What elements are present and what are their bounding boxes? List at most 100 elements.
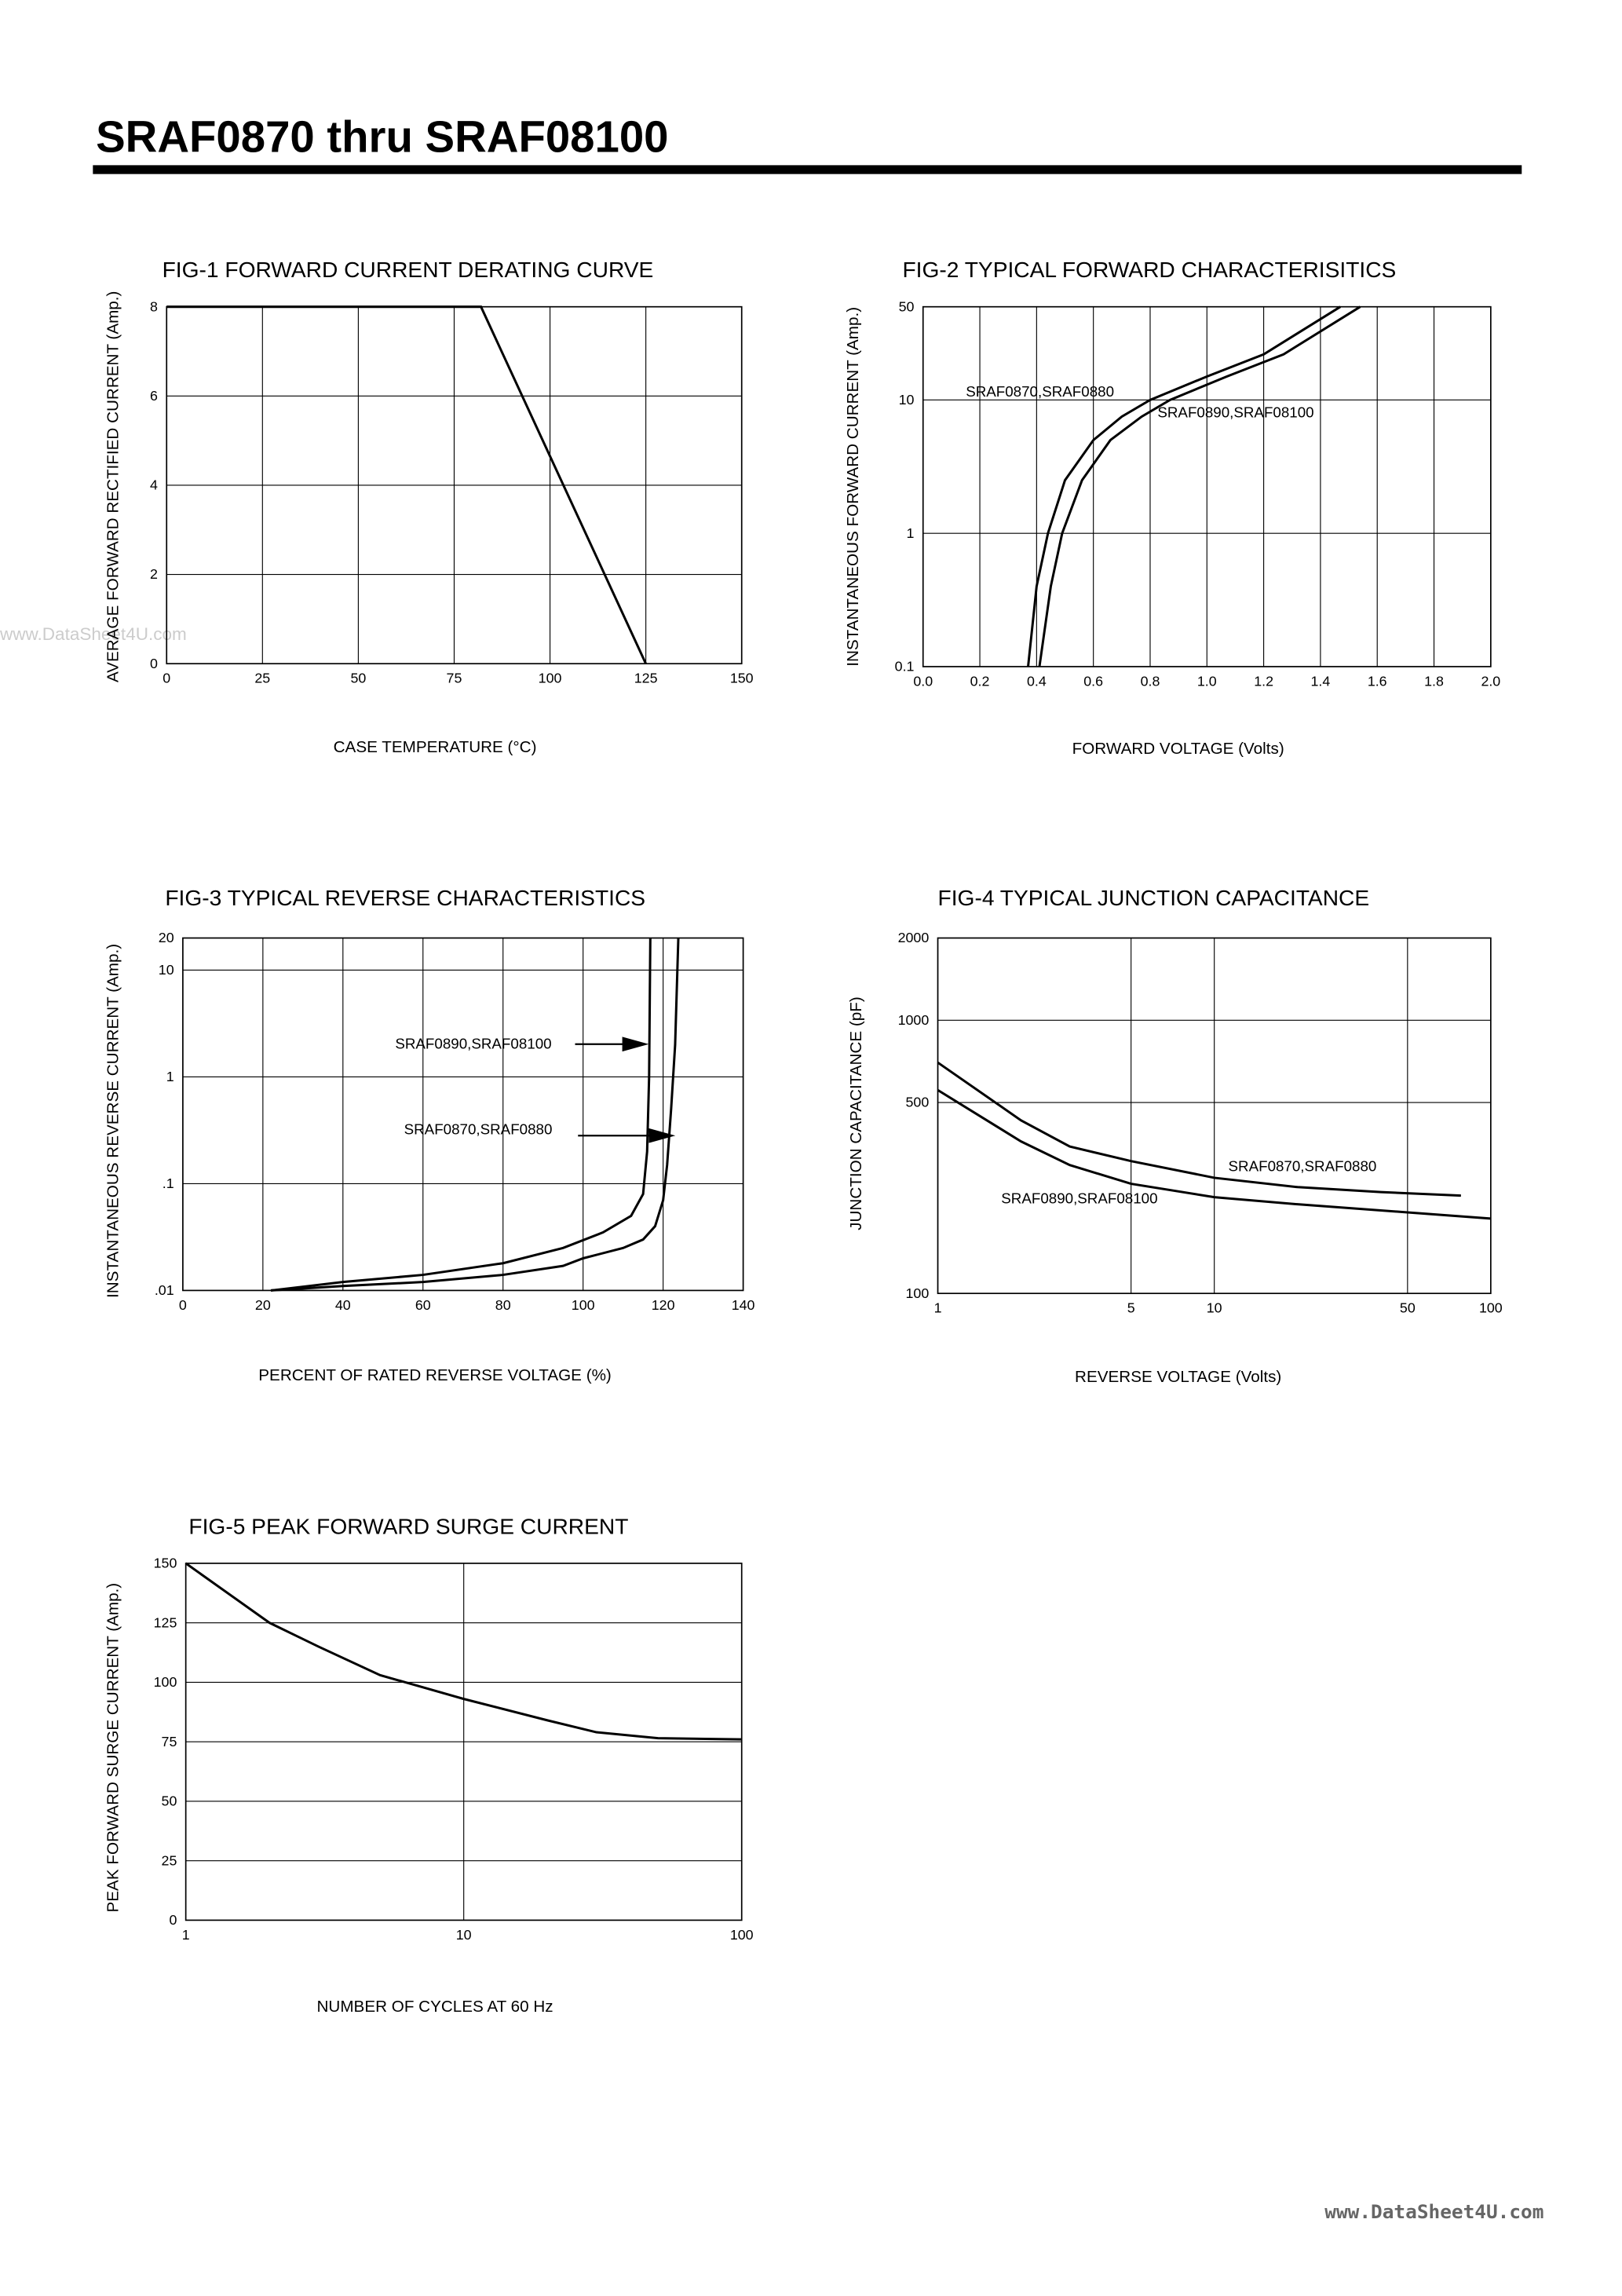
y-axis-label: INSTANTANEOUS FORWARD CURRENT (Amp.) [844, 307, 862, 667]
x-tick-label: 40 [335, 1297, 351, 1313]
series-line [184, 1562, 742, 1741]
chart-title: FIG-4 TYPICAL JUNCTION CAPACITANCE [938, 885, 1370, 910]
chart-title: FIG-1 FORWARD CURRENT DERATING CURVE [163, 257, 654, 282]
x-axis-label: PERCENT OF RATED REVERSE VOLTAGE (%) [258, 1366, 612, 1384]
x-tick-label: 0.2 [970, 673, 990, 689]
x-tick-label: 140 [732, 1297, 755, 1313]
annotation: SRAF0870,SRAF0880 [404, 1121, 553, 1137]
x-tick-label: 1 [182, 1927, 190, 1943]
x-tick-label: 2.0 [1481, 673, 1500, 689]
x-axis-label: REVERSE VOLTAGE (Volts) [1075, 1368, 1281, 1386]
x-tick-label: 60 [415, 1297, 431, 1313]
x-tick-label: 0.0 [913, 673, 933, 689]
annotation: SRAF0870,SRAF0880 [1229, 1157, 1377, 1174]
x-tick-label: 50 [1400, 1300, 1416, 1316]
arrow-head [648, 1128, 676, 1143]
y-axis-label: PEAK FORWARD SURGE CURRENT (Amp.) [104, 1583, 122, 1913]
series-line [270, 938, 652, 1292]
y-axis-label: JUNCTION CAPACITANCE (pF) [847, 996, 865, 1230]
plot-frame [182, 937, 744, 1292]
header-rule [93, 165, 1522, 174]
y-tick-label: 6 [150, 388, 158, 404]
y-tick-label: .1 [163, 1175, 174, 1191]
series-line [166, 305, 648, 664]
y-axis-label: INSTANTANEOUS REVERSE CURRENT (Amp.) [104, 944, 122, 1298]
y-tick-label: 100 [154, 1674, 177, 1690]
y-axis-label: AVERAGE FORWARD RECTIFIED CURRENT (Amp.) [104, 291, 122, 682]
y-tick-label: 100 [906, 1285, 930, 1301]
x-tick-label: 0.8 [1141, 673, 1160, 689]
series-line [1027, 305, 1342, 667]
x-tick-label: 1.6 [1368, 673, 1387, 689]
x-tick-label: 100 [730, 1927, 754, 1943]
y-tick-label: 2 [150, 566, 158, 582]
y-tick-label: 0 [150, 656, 158, 671]
y-tick-label: 150 [154, 1556, 177, 1571]
x-axis-label: FORWARD VOLTAGE (Volts) [1072, 740, 1284, 758]
series-line [1038, 305, 1361, 667]
y-tick-label: 0.1 [895, 659, 915, 675]
y-tick-label: 75 [162, 1734, 177, 1749]
y-tick-label: 20 [159, 930, 174, 945]
plot-frame [937, 937, 1492, 1295]
x-tick-label: 125 [634, 671, 658, 686]
y-tick-label: 25 [162, 1852, 177, 1868]
chart-title: FIG-2 TYPICAL FORWARD CHARACTERISITICS [902, 257, 1396, 282]
chart-title: FIG-3 TYPICAL REVERSE CHARACTERISTICS [165, 885, 645, 910]
y-tick-label: 8 [150, 298, 158, 314]
y-tick-label: 1 [166, 1069, 174, 1084]
x-axis-label: NUMBER OF CYCLES AT 60 Hz [317, 1998, 553, 2016]
x-axis-label: CASE TEMPERATURE (°C) [334, 738, 537, 756]
y-tick-label: .01 [155, 1282, 174, 1298]
chart-title: FIG-5 PEAK FORWARD SURGE CURRENT [188, 1513, 628, 1538]
x-tick-label: 120 [652, 1297, 675, 1313]
y-tick-label: 125 [154, 1614, 177, 1630]
x-tick-label: 1.2 [1254, 673, 1273, 689]
x-tick-label: 75 [447, 671, 462, 686]
y-tick-label: 50 [162, 1793, 177, 1809]
x-tick-label: 1.4 [1311, 673, 1331, 689]
x-tick-label: 0 [163, 671, 170, 686]
annotation: SRAF0890,SRAF08100 [395, 1035, 551, 1051]
y-tick-label: 0 [169, 1912, 177, 1928]
y-tick-label: 4 [150, 477, 158, 493]
series-line [937, 1061, 1461, 1197]
arrow-head [622, 1036, 649, 1052]
y-tick-label: 1000 [898, 1012, 930, 1028]
y-tick-label: 50 [899, 298, 915, 314]
page-title: SRAF0870 thru SRAF08100 [96, 112, 668, 161]
x-tick-label: 25 [254, 671, 270, 686]
x-tick-label: 1.0 [1197, 673, 1217, 689]
y-tick-label: 1 [907, 525, 915, 541]
y-tick-label: 2000 [898, 930, 930, 945]
annotation: SRAF0890,SRAF08100 [1157, 404, 1313, 421]
annotation: SRAF0890,SRAF08100 [1001, 1190, 1157, 1207]
x-tick-label: 80 [495, 1297, 511, 1313]
x-tick-label: 100 [572, 1297, 595, 1313]
watermark: www.DataSheet4U.com [1324, 2200, 1543, 2223]
series-line [937, 1088, 1491, 1220]
x-tick-label: 0 [179, 1297, 187, 1313]
x-tick-label: 10 [1207, 1300, 1222, 1316]
x-tick-label: 50 [350, 671, 366, 686]
watermark: www.DataSheet4U.com [0, 624, 187, 644]
y-tick-label: 10 [159, 962, 174, 978]
x-tick-label: 1 [934, 1300, 942, 1316]
x-tick-label: 100 [1479, 1300, 1503, 1316]
x-tick-label: 20 [255, 1297, 271, 1313]
x-tick-label: 0.4 [1027, 673, 1047, 689]
y-tick-label: 500 [906, 1095, 930, 1110]
x-tick-label: 1.8 [1424, 673, 1444, 689]
x-tick-label: 5 [1127, 1300, 1135, 1316]
x-tick-label: 10 [456, 1927, 472, 1943]
x-tick-label: 0.6 [1083, 673, 1103, 689]
y-tick-label: 10 [899, 392, 915, 408]
plot-frame [922, 305, 1492, 667]
annotation: SRAF0870,SRAF0880 [966, 383, 1114, 400]
series-line [270, 938, 680, 1292]
x-tick-label: 100 [539, 671, 562, 686]
x-tick-label: 150 [730, 671, 754, 686]
plot-frame [184, 1563, 743, 1921]
